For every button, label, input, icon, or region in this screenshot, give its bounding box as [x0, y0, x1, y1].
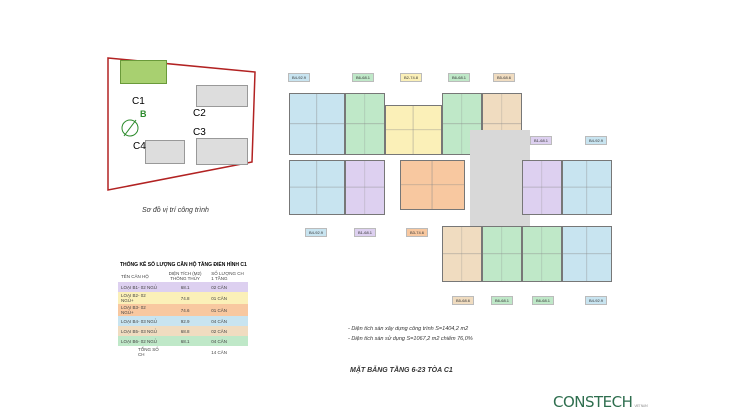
table-total-row: TỔNG SỐ CH 14 CĂN [118, 346, 248, 358]
unit-tag: B6-68.1 [448, 73, 471, 82]
total-label: TỔNG SỐ CH [138, 347, 159, 357]
cell-empty [162, 346, 208, 358]
unit-tag: B5-68.6 [452, 296, 475, 305]
unit-tag: B3-74.6 [406, 228, 429, 237]
cell-area: 68.8 [180, 328, 190, 334]
table-row: LOẠI B4- 03 NGỦ 92.9 04 CĂN [118, 316, 248, 326]
unit-tag: B6-68.1 [352, 73, 375, 82]
unit-b5 [442, 226, 482, 282]
table-row: LOẠI B5- 03 NGỦ 68.8 02 CĂN [118, 326, 248, 336]
unit-tag: B1-68.1 [354, 228, 377, 237]
core [470, 130, 530, 228]
unit-b4 [562, 226, 612, 282]
cell-area: 74.8 [180, 295, 190, 301]
label-c3: C3 [193, 127, 206, 138]
cell-area: 68.1 [180, 284, 190, 290]
building-c2 [196, 85, 248, 107]
site-caption: Sơ đồ vị trí công trình [142, 207, 209, 214]
unit-b6 [522, 226, 562, 282]
unit-b4 [289, 160, 345, 215]
table-row: LOẠI B1- 02 NGỦ 68.1 02 CĂN [118, 282, 248, 292]
unit-b4 [562, 160, 612, 215]
cell-name: LOẠI B4- 03 NGỦ [121, 318, 158, 324]
label-c1: C1 [132, 96, 145, 107]
table-row: LOẠI B3- 02 NGỦ+ 74.6 01 CĂN [118, 304, 248, 316]
header-name: TÊN CĂN HỘ [121, 273, 149, 279]
plan-title: MẶT BẰNG TẦNG 6-23 TÒA C1 [350, 367, 453, 374]
cell-count: 02 CĂN [211, 284, 228, 290]
unit-tag: B5-68.6 [493, 73, 516, 82]
unit-tag: B2-74.8 [400, 73, 423, 82]
label-c4: C4 [133, 141, 146, 152]
cell-area: 74.6 [180, 307, 190, 313]
cell-count: 01 CĂN [211, 307, 228, 313]
cell-name: LOẠI B6- 02 NGỦ [121, 338, 158, 344]
unit-b1 [522, 160, 562, 215]
unit-tag: B4-92.9 [585, 296, 608, 305]
unit-tag: B1-68.1 [530, 136, 553, 145]
logo-sub: VIET NAM [634, 404, 648, 408]
cell-count: 04 CĂN [211, 338, 228, 344]
cell-count: 04 CĂN [211, 318, 228, 324]
cell-area: 68.1 [180, 338, 190, 344]
cell-name: LOẠI B2- 02 NGỦ+ [121, 293, 146, 303]
table-title: THỐNG KÊ SỐ LƯỢNG CĂN HỘ TẦNG ĐIỂN HÌNH … [120, 262, 247, 268]
unit-tag: B4-92.9 [305, 228, 328, 237]
label-c2: C2 [193, 108, 206, 119]
building-c1 [120, 60, 167, 84]
unit-b2 [385, 105, 442, 155]
note-construction-area: - Diện tích sàn xây dựng công trình S=14… [348, 326, 469, 332]
table-row: LOẠI B6- 02 NGỦ 68.1 04 CĂN [118, 336, 248, 346]
cell-name: LOẠI B1- 02 NGỦ [121, 284, 158, 290]
logo-name: CONSTECH [553, 393, 633, 411]
header-area: DIỆN TÍCH (M2) THÔNG THỦY [168, 271, 202, 281]
constech-logo: CONSTECH VIET NAM [553, 393, 648, 411]
unit-tag: B6-68.1 [491, 296, 514, 305]
header-count: SỐ LƯỢNG CH 1 TẦNG [211, 271, 244, 281]
note-usable-area: - Diện tích sàn sử dụng S=1067,2 m2 chiế… [348, 336, 473, 342]
unit-tag: B4-92.9 [585, 136, 608, 145]
cell-area: 92.9 [180, 318, 190, 324]
unit-b6 [482, 226, 522, 282]
unit-tag: B4-92.9 [288, 73, 311, 82]
unit-stats-table: THỐNG KÊ SỐ LƯỢNG CĂN HỘ TẦNG ĐIỂN HÌNH … [118, 260, 249, 358]
unit-b3 [400, 160, 465, 210]
site-outline [107, 57, 256, 191]
table-row: LOẠI B2- 02 NGỦ+ 74.8 01 CĂN [118, 292, 248, 304]
building-c4 [145, 140, 185, 164]
unit-b4 [289, 93, 345, 155]
cell-name: LOẠI B3- 02 NGỦ+ [121, 305, 146, 315]
building-c3 [196, 138, 248, 165]
unit-tag: B6-68.1 [532, 296, 555, 305]
unit-b1 [345, 160, 385, 215]
total-count: 14 CĂN [211, 349, 228, 355]
cell-count: 02 CĂN [211, 328, 228, 334]
unit-b6 [345, 93, 385, 155]
cell-name: LOẠI B5- 03 NGỦ [121, 328, 158, 334]
cell-count: 01 CĂN [211, 295, 228, 301]
label-b: B [140, 109, 147, 119]
